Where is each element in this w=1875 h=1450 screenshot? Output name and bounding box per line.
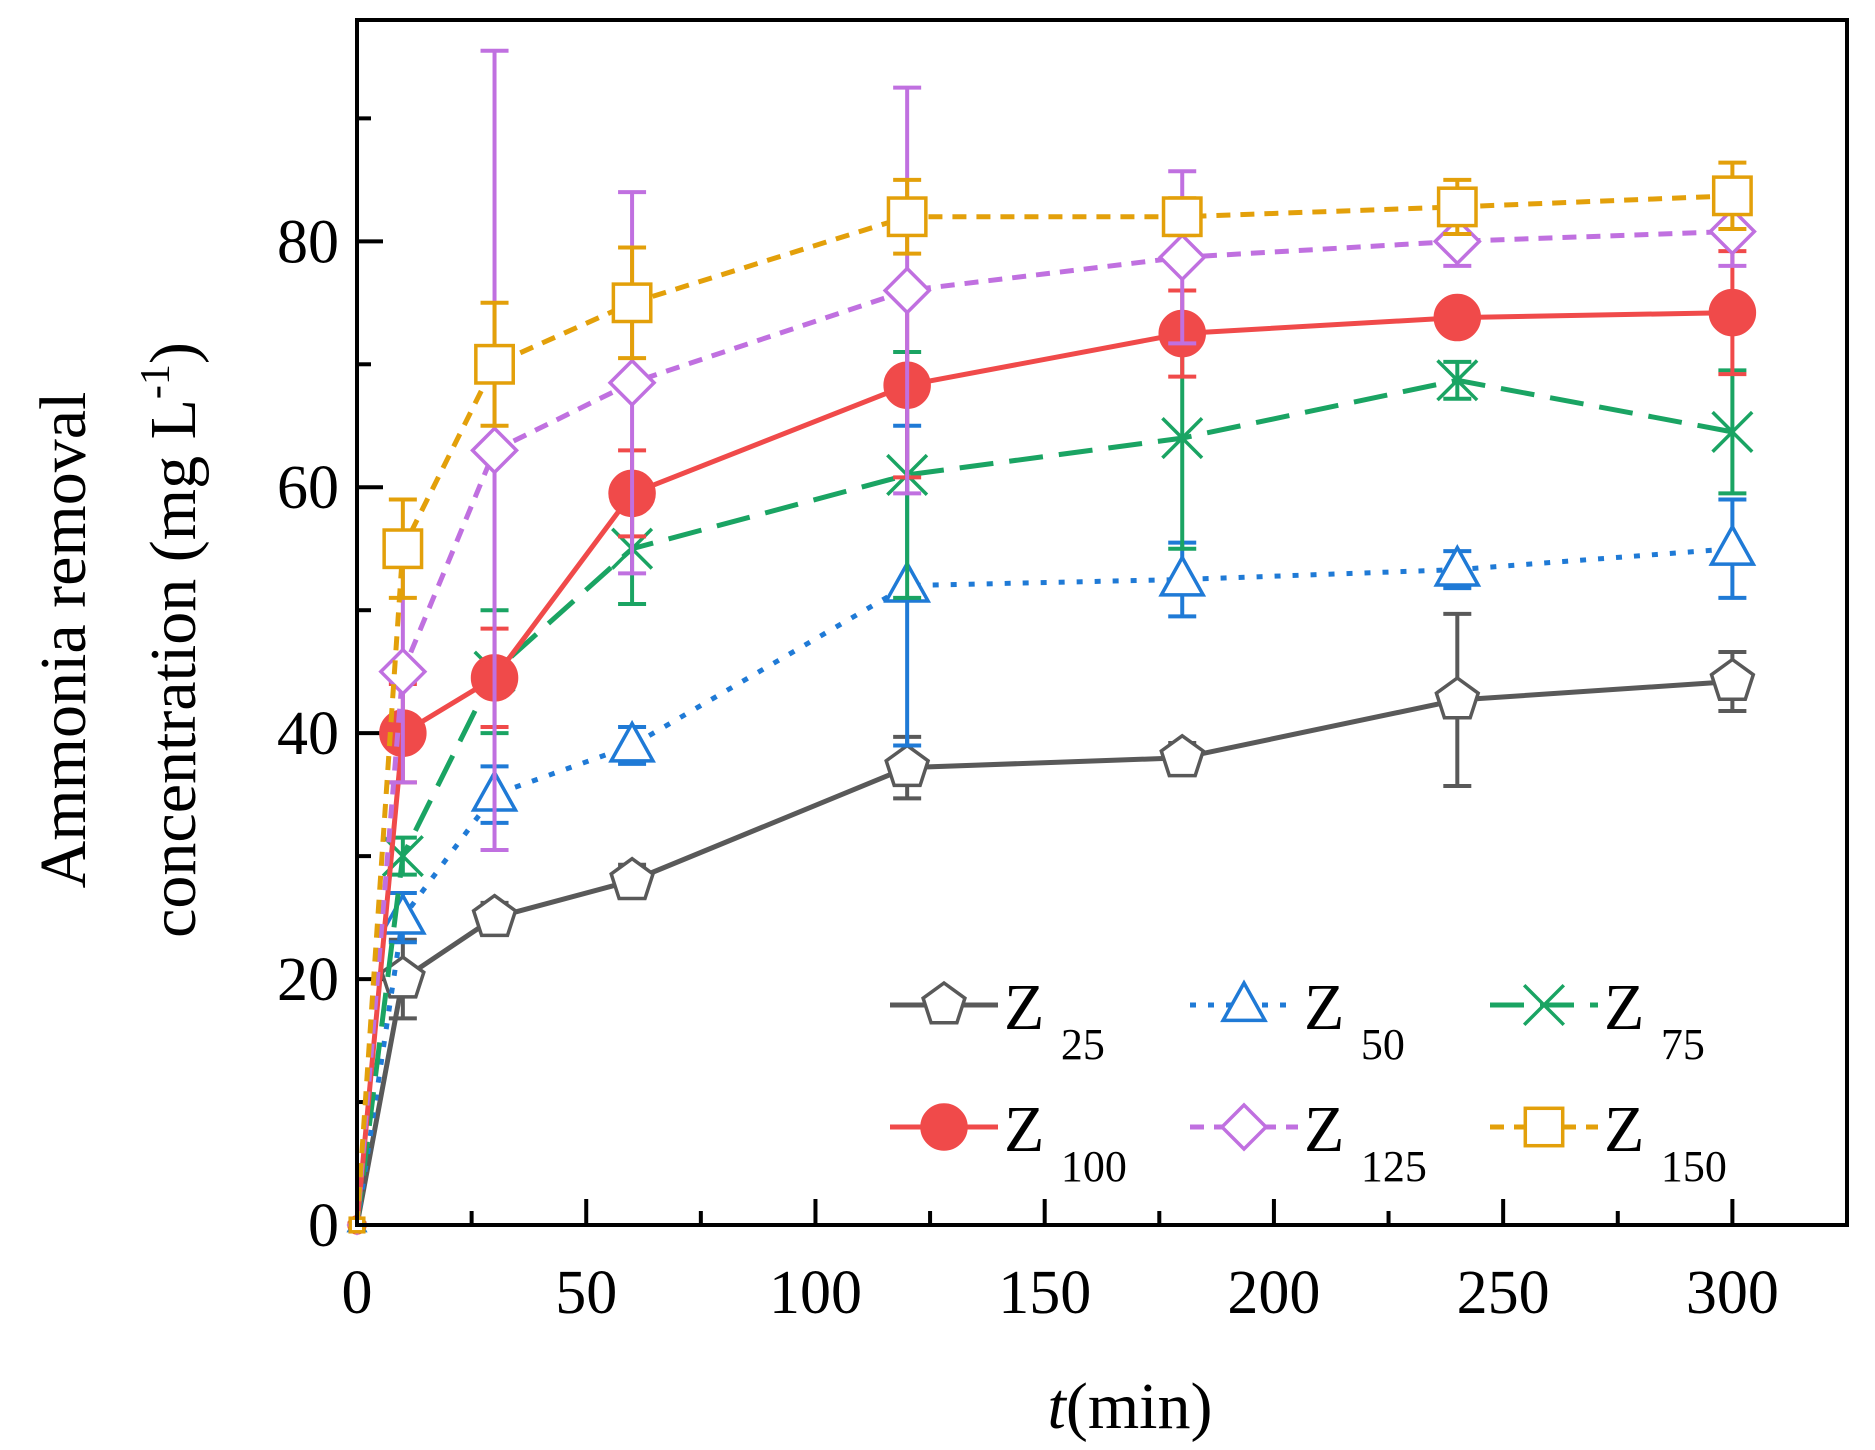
- axes-layer: 0 50 100 150 200 250 300 0 20 40 60 80: [277, 116, 1779, 1327]
- legend-item: Z 125: [1190, 1093, 1427, 1191]
- data-point: [607, 358, 657, 408]
- data-point: [1159, 733, 1206, 778]
- y-axis-title-line2: concentration (mg L-1): [133, 342, 210, 938]
- y-axis-title-line2-end: ): [137, 342, 210, 364]
- series-Z100: [347, 249, 1757, 1235]
- series-Z125: [346, 48, 1757, 1236]
- data-point: [921, 980, 967, 1025]
- x-tick-label: 200: [1227, 1259, 1320, 1327]
- data-point: [379, 954, 426, 999]
- legend-label: Z 25: [1004, 971, 1105, 1069]
- x-tick-label: 50: [555, 1259, 617, 1327]
- series-Z150: [348, 160, 1753, 1234]
- data-point: [1522, 983, 1566, 1027]
- y-tick-label: 40: [277, 700, 339, 768]
- y-tick-label: 60: [277, 454, 339, 522]
- legend-label-main: Z: [1604, 971, 1661, 1044]
- data-point: [1161, 196, 1203, 238]
- series-line: [354, 310, 1733, 1226]
- legend-item: Z 25: [890, 971, 1105, 1069]
- series-line: [354, 377, 1733, 1226]
- data-point: [471, 893, 518, 938]
- data-point: [1220, 979, 1268, 1023]
- x-tick-label: 300: [1686, 1259, 1779, 1327]
- data-point: [1711, 175, 1753, 217]
- data-point: [611, 282, 653, 324]
- legend-item: Z 150: [1490, 1093, 1727, 1191]
- legend-label: Z 150: [1604, 1093, 1727, 1191]
- legend-label-main: Z: [1004, 1093, 1061, 1166]
- series-line: [354, 193, 1733, 1226]
- data-point: [1709, 657, 1756, 702]
- legend-label-sub: 50: [1361, 1020, 1405, 1069]
- y-axis-title-sup: -1: [133, 364, 179, 399]
- data-point: [1433, 544, 1482, 587]
- data-point: [886, 196, 928, 238]
- legend-label-sub: 75: [1661, 1020, 1705, 1069]
- legend-label-sub: 125: [1361, 1142, 1427, 1191]
- y-tick-label: 0: [308, 1192, 339, 1260]
- series-layer: [346, 48, 1757, 1236]
- data-point: [470, 425, 520, 475]
- x-axis-title-italic: t: [1048, 1370, 1068, 1443]
- series-Z25: [347, 611, 1756, 1234]
- legend-label-sub: 150: [1661, 1142, 1727, 1191]
- x-tick-label: 250: [1457, 1259, 1550, 1327]
- legend-label-sub: 100: [1061, 1142, 1127, 1191]
- data-point: [1158, 553, 1207, 597]
- data-point: [1436, 186, 1478, 228]
- legend-label-main: Z: [1004, 971, 1061, 1044]
- data-point: [1161, 417, 1204, 460]
- plot-frame: [355, 18, 1849, 1227]
- x-tick-label: 100: [769, 1259, 862, 1327]
- legend-label-main: Z: [1604, 1093, 1661, 1166]
- data-point: [1523, 1106, 1565, 1148]
- y-axis-title-line2-main: concentration (mg L: [137, 399, 210, 938]
- data-point: [1432, 216, 1482, 266]
- data-point: [1434, 675, 1481, 720]
- data-point: [1707, 207, 1757, 256]
- x-axis-title-unit: (min): [1066, 1370, 1213, 1443]
- legend-label: Z 100: [1004, 1093, 1127, 1191]
- data-point: [609, 856, 656, 901]
- data-point: [1219, 1102, 1269, 1152]
- legend-label-main: Z: [1304, 1093, 1361, 1166]
- data-point: [1708, 288, 1757, 337]
- legend-label-main: Z: [1304, 971, 1361, 1044]
- data-point: [1711, 410, 1754, 453]
- data-point: [882, 266, 932, 315]
- data-point: [382, 528, 424, 570]
- data-point: [920, 1103, 968, 1151]
- data-point: [1708, 523, 1757, 566]
- data-point: [474, 343, 515, 385]
- y-tick-label: 80: [277, 208, 339, 276]
- series-line: [354, 229, 1733, 1226]
- legend-item: Z 75: [1490, 971, 1705, 1069]
- y-tick-label: 20: [277, 946, 339, 1014]
- data-point: [1433, 293, 1482, 342]
- x-tick-label: 150: [998, 1259, 1091, 1327]
- legend-label: Z 50: [1304, 971, 1405, 1069]
- x-axis-title: t(min): [1048, 1370, 1213, 1443]
- data-point: [608, 719, 656, 763]
- data-point: [1436, 359, 1479, 402]
- x-tick-label: 0: [342, 1259, 373, 1327]
- legend-item: Z 50: [1190, 971, 1405, 1069]
- data-point: [884, 743, 931, 788]
- data-point: [378, 647, 428, 697]
- data-point: [1157, 232, 1207, 282]
- legend-label: Z 75: [1604, 971, 1705, 1069]
- y-axis-title-line1: Ammonia removal: [27, 392, 100, 889]
- legend-item: Z 100: [890, 1093, 1127, 1191]
- legend-label: Z 125: [1304, 1093, 1427, 1191]
- legend-label-sub: 25: [1061, 1020, 1105, 1069]
